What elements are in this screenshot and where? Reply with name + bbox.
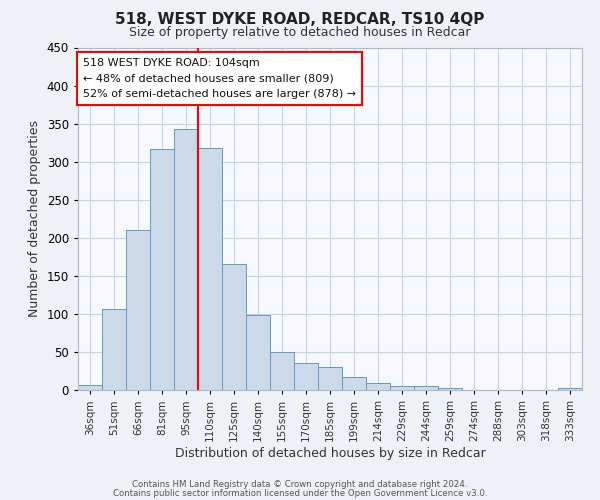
Bar bbox=[366, 383, 390, 390]
X-axis label: Distribution of detached houses by size in Redcar: Distribution of detached houses by size … bbox=[175, 446, 485, 460]
Bar bbox=[102, 310, 126, 390]
Bar bbox=[558, 388, 582, 390]
Text: Contains public sector information licensed under the Open Government Licence v3: Contains public sector information licen… bbox=[113, 489, 487, 498]
Bar bbox=[270, 352, 294, 390]
Text: 518 WEST DYKE ROAD: 104sqm
← 48% of detached houses are smaller (809)
52% of sem: 518 WEST DYKE ROAD: 104sqm ← 48% of deta… bbox=[83, 58, 356, 99]
Bar bbox=[174, 129, 198, 390]
Bar bbox=[414, 386, 438, 390]
Text: Contains HM Land Registry data © Crown copyright and database right 2024.: Contains HM Land Registry data © Crown c… bbox=[132, 480, 468, 489]
Bar bbox=[78, 384, 102, 390]
Bar bbox=[438, 388, 462, 390]
Bar bbox=[150, 148, 174, 390]
Bar bbox=[342, 377, 366, 390]
Y-axis label: Number of detached properties: Number of detached properties bbox=[28, 120, 41, 318]
Bar bbox=[126, 230, 150, 390]
Bar bbox=[318, 367, 342, 390]
Bar bbox=[390, 386, 414, 390]
Bar bbox=[246, 316, 270, 390]
Bar bbox=[222, 264, 246, 390]
Text: 518, WEST DYKE ROAD, REDCAR, TS10 4QP: 518, WEST DYKE ROAD, REDCAR, TS10 4QP bbox=[115, 12, 485, 28]
Bar bbox=[294, 362, 318, 390]
Bar bbox=[198, 148, 222, 390]
Text: Size of property relative to detached houses in Redcar: Size of property relative to detached ho… bbox=[129, 26, 471, 39]
